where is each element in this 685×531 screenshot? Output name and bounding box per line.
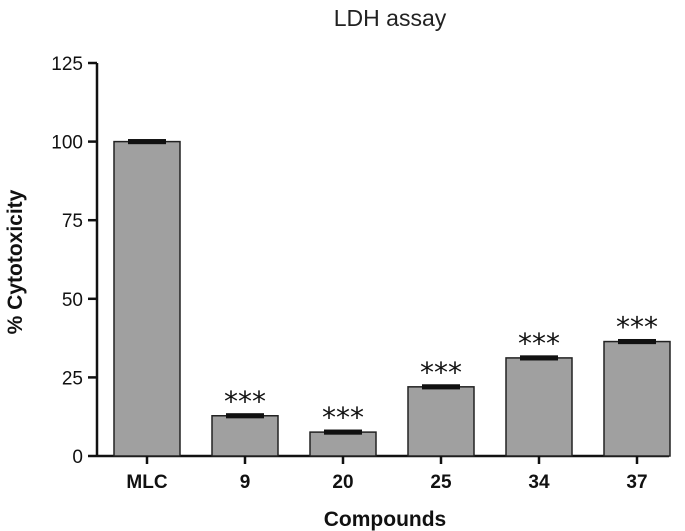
significance-label: *** bbox=[616, 311, 658, 344]
bar bbox=[211, 415, 279, 457]
significance-label: *** bbox=[420, 356, 462, 389]
error-bar bbox=[226, 413, 264, 419]
error-bar bbox=[422, 384, 460, 390]
x-tick-label: 37 bbox=[626, 472, 647, 493]
error-bar bbox=[128, 139, 166, 145]
y-tick-label: 50 bbox=[62, 290, 83, 311]
error-bar bbox=[618, 338, 656, 345]
x-tick-label: MLC bbox=[126, 472, 167, 493]
significance-label: *** bbox=[518, 327, 560, 360]
y-tick-label: 75 bbox=[62, 211, 83, 232]
error-bar bbox=[520, 355, 558, 361]
x-tick-label: 9 bbox=[240, 472, 251, 493]
bar bbox=[113, 140, 181, 457]
y-axis-label: % Cytotoxicity bbox=[4, 189, 27, 334]
error-bar bbox=[324, 429, 362, 435]
y-tick-label: 125 bbox=[51, 54, 83, 75]
plot-area: 0 25 50 75 100 125 MLC 9 *** 20 *** 25 *** 34 *** 37 *** bbox=[51, 54, 671, 493]
y-tick-label: 100 bbox=[51, 133, 83, 154]
x-tick-label: 20 bbox=[332, 472, 353, 493]
x-tick-label: 34 bbox=[528, 472, 550, 493]
x-axis-label: Compounds bbox=[324, 508, 446, 531]
bar bbox=[603, 340, 671, 457]
y-tick-label: 25 bbox=[62, 368, 83, 389]
y-tick-label: 0 bbox=[72, 447, 83, 468]
significance-label: *** bbox=[322, 401, 364, 434]
bar bbox=[407, 386, 475, 457]
x-tick-label: 25 bbox=[430, 472, 452, 493]
significance-label: *** bbox=[224, 385, 266, 418]
bar bbox=[505, 357, 573, 457]
chart-title: LDH assay bbox=[334, 5, 447, 31]
bar bbox=[309, 431, 377, 457]
